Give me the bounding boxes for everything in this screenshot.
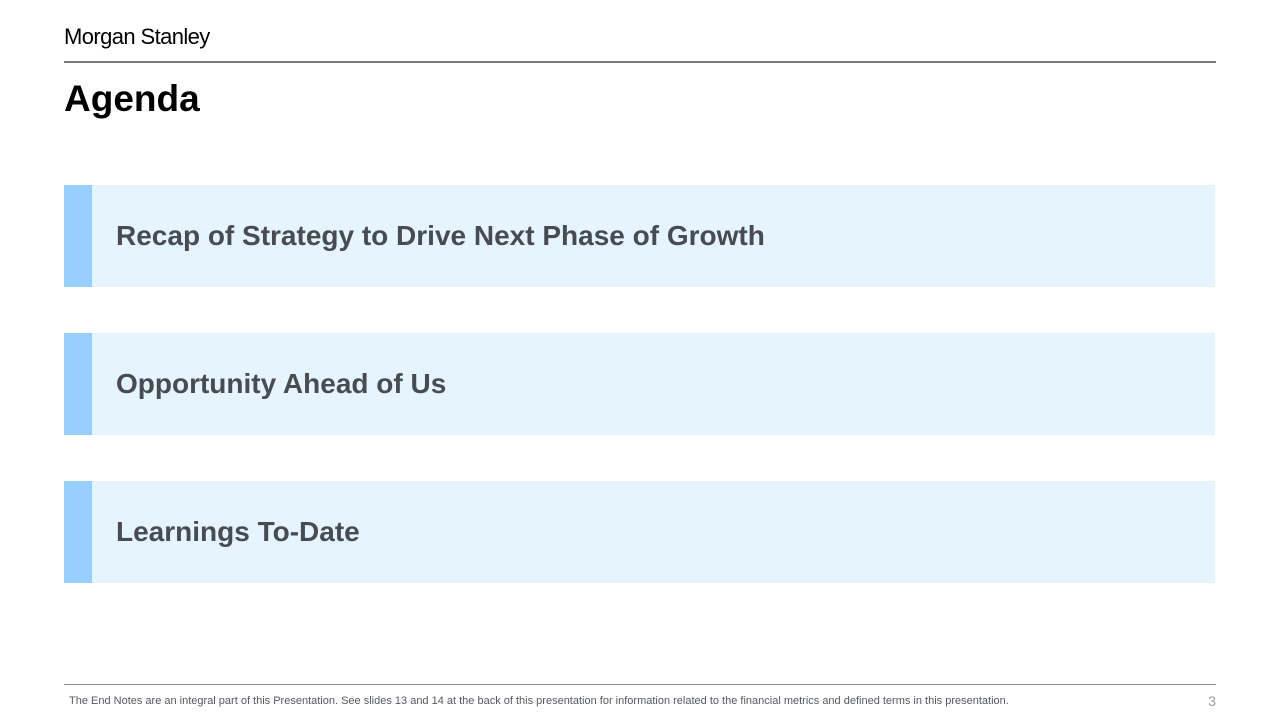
agenda-item-label: Recap of Strategy to Drive Next Phase of… [116,220,765,251]
agenda-item-accent-bar [64,185,92,287]
agenda-item-opportunity: Opportunity Ahead of Us [64,333,1215,435]
morgan-stanley-logo: Morgan Stanley [64,24,210,49]
agenda-item-accent-bar [64,481,92,583]
footer-note: The End Notes are an integral part of th… [69,695,1009,707]
agenda-item-recap-strategy: Recap of Strategy to Drive Next Phase of… [64,185,1215,287]
agenda-item-learnings: Learnings To-Date [64,481,1215,583]
agenda-item-accent-bar [64,333,92,435]
agenda-item-label: Opportunity Ahead of Us [116,368,447,399]
header-divider [64,61,1216,63]
page-number: 3 [1208,693,1216,709]
page-title: Agenda [64,78,200,119]
footer-divider [64,684,1216,685]
agenda-item-label: Learnings To-Date [116,516,360,547]
